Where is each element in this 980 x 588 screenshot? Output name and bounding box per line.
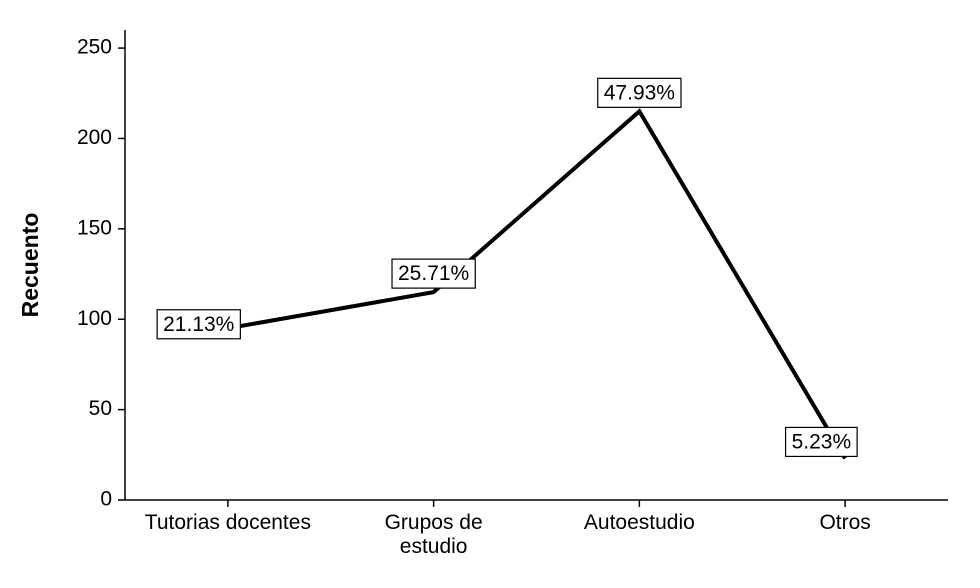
x-tick-label: Otros bbox=[819, 511, 870, 534]
data-label: 21.13% bbox=[157, 310, 240, 339]
data-label: 5.23% bbox=[786, 427, 858, 456]
x-tick-label: Autoestudio bbox=[584, 511, 695, 534]
y-tick-label: 150 bbox=[77, 216, 112, 239]
line-chart: 0 50 100 150 200 250 Recuento Tutorias docentes… bbox=[0, 0, 980, 588]
y-tick-label: 50 bbox=[89, 397, 112, 420]
data-label: 25.71% bbox=[392, 259, 475, 288]
data-label: 47.93% bbox=[598, 78, 681, 107]
y-tick-label: 200 bbox=[77, 126, 112, 149]
data-label-text: 25.71% bbox=[398, 262, 469, 285]
data-label-text: 21.13% bbox=[163, 313, 234, 336]
x-tick-label: Tutorias docentes bbox=[145, 511, 311, 534]
data-label-text: 47.93% bbox=[604, 81, 675, 104]
series-line bbox=[228, 111, 845, 458]
y-axis-title: Recuento bbox=[17, 213, 43, 318]
x-tick-label: Grupos deestudio bbox=[385, 511, 483, 558]
y-tick-label: 0 bbox=[100, 488, 112, 511]
chart-svg: 0 50 100 150 200 250 Recuento Tutorias docentes… bbox=[0, 0, 980, 588]
data-label-text: 5.23% bbox=[792, 430, 852, 453]
y-tick-label: 100 bbox=[77, 307, 112, 330]
y-tick-label: 250 bbox=[77, 36, 112, 59]
